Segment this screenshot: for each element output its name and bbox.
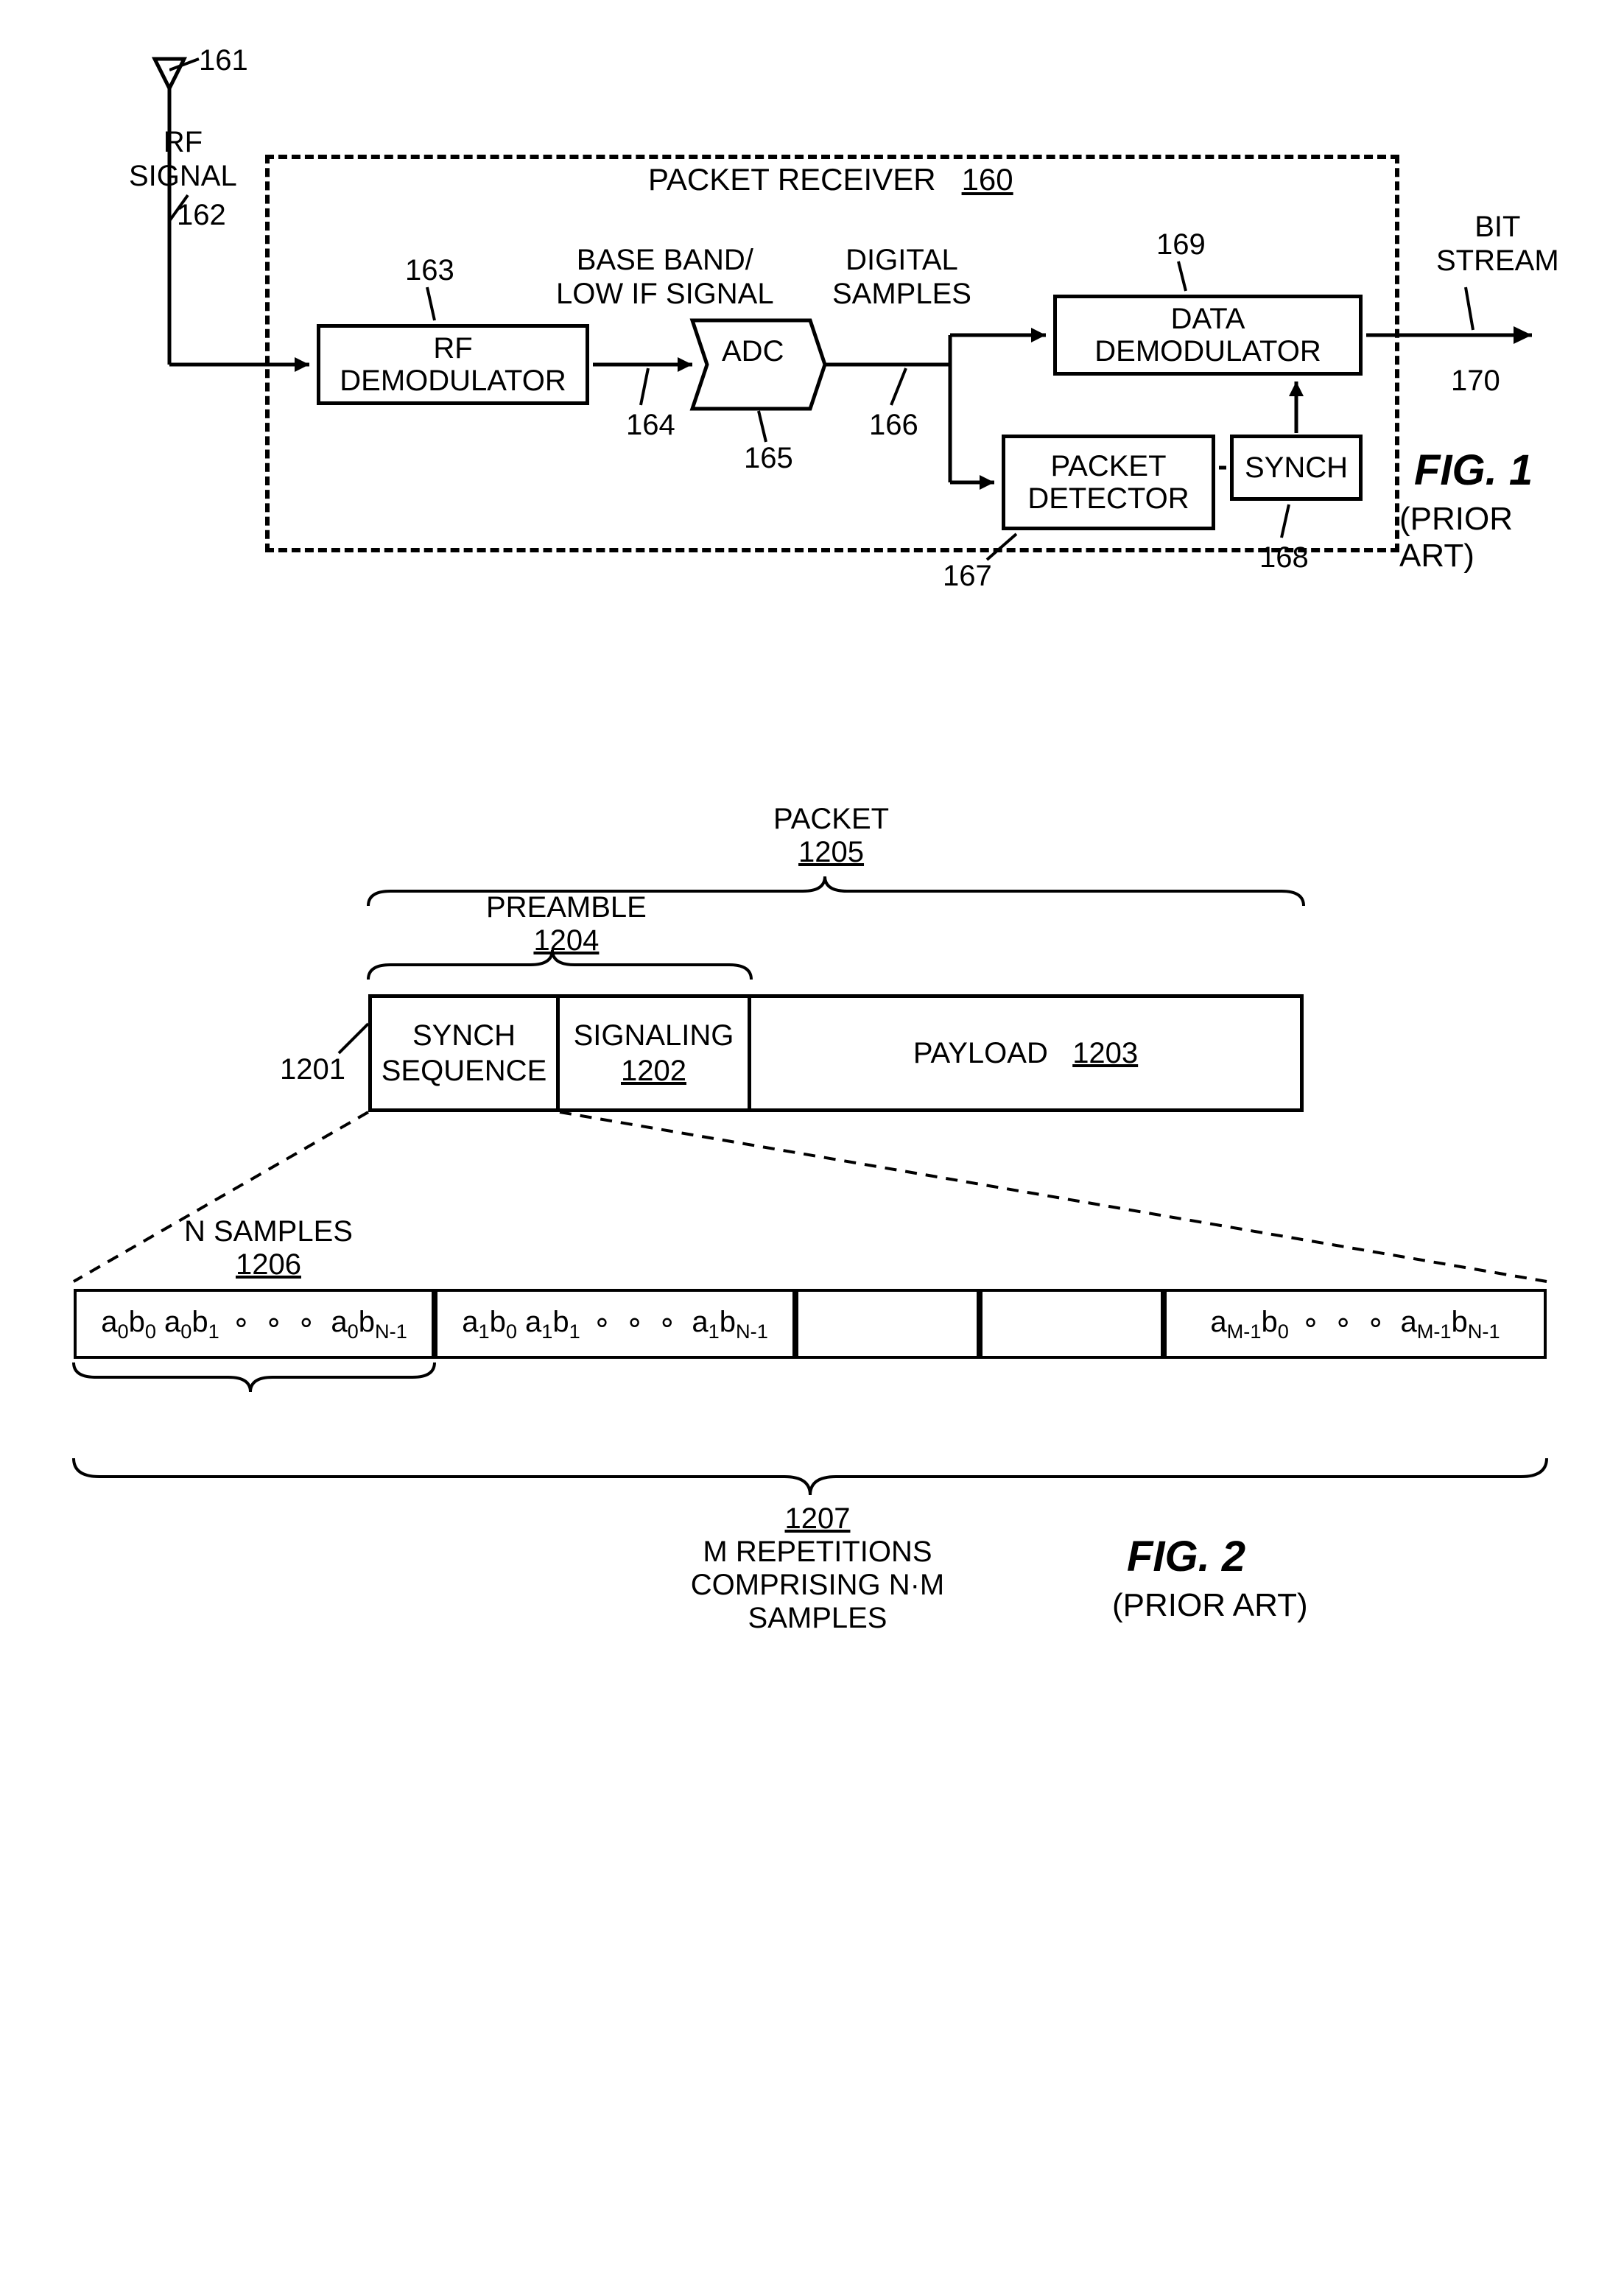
ref-164: 164 [626,409,675,442]
pd-line1: PACKET [1050,450,1166,482]
dd-text: DATA DEMODULATOR [1057,303,1359,368]
fig2-prior-art: (PRIOR ART) [1112,1587,1308,1624]
ref-170: 170 [1451,365,1500,398]
sample-cell-m1: aM-1b0 ∘ ∘ ∘ aM-1bN-1 [1164,1289,1547,1359]
rf-demod-text: RF DEMODULATOR [320,332,586,397]
bb-line2: LOW IF SIGNAL [556,278,774,310]
receiver-title: PACKET RECEIVER 160 [648,162,1013,197]
figure-1: 161 [74,29,1547,692]
synch-text: SYNCH [1245,451,1348,484]
packet-detector-block: PACKET DETECTOR [1002,435,1215,530]
fig1-prior-art: (PRIOR ART) [1399,501,1547,574]
seq-text-m1: aM-1b0 ∘ ∘ ∘ aM-1bN-1 [1210,1304,1500,1344]
bitstream-label: BIT STREAM [1436,210,1559,278]
sample-cell-blank1 [795,1289,980,1359]
n-samples-label: N SAMPLES 1206 [184,1215,353,1281]
ref-167: 167 [943,560,992,593]
payload-text: PAYLOAD [913,1037,1048,1069]
synch-sequence-cell: SYNCH SEQUENCE [368,994,560,1112]
pd-line2: DETECTOR [1027,482,1189,515]
payload-ref: 1203 [1072,1037,1138,1069]
samples-row: a0b0 a0b1 ∘ ∘ ∘ a0bN-1 a1b0 a1b1 ∘ ∘ ∘ a… [74,1289,1547,1359]
adc-label: ADC [722,335,784,368]
bit-line2: STREAM [1436,245,1559,277]
sample-cell-0: a0b0 a0b1 ∘ ∘ ∘ a0bN-1 [74,1289,435,1359]
data-demodulator-block: DATA DEMODULATOR [1053,295,1363,376]
signaling-text: SIGNALING [574,1019,734,1052]
packet-structure-row: SYNCH SEQUENCE SIGNALING 1202 PAYLOAD 12… [368,994,1304,1112]
m-rep-line2: COMPRISING N·M SAMPLES [691,1569,944,1634]
m-repetitions-label: 1207 M REPETITIONS COMPRISING N·M SAMPLE… [663,1502,972,1635]
bb-line1: BASE BAND/ [577,244,753,276]
sample-cell-1: a1b0 a1b1 ∘ ∘ ∘ a1bN-1 [435,1289,795,1359]
ref-163: 163 [405,254,454,287]
ref-166: 166 [869,409,918,442]
ref-162: 162 [177,199,226,232]
synch-block: SYNCH [1230,435,1363,501]
figure-2: PACKET 1205 PREAMBLE 1204 SYNCH SEQUENCE… [59,781,1569,1664]
digital-samples-label: DIGITAL SAMPLES [832,243,971,311]
m-rep-ref: 1207 [785,1502,851,1535]
rf-line2: SIGNAL [129,160,237,192]
ref-168: 168 [1259,541,1309,574]
synch-seq-line1: SYNCH [412,1019,516,1052]
fig1-caption: FIG. 1 [1414,446,1533,495]
signaling-ref: 1202 [621,1055,686,1087]
ref-165: 165 [744,442,793,475]
ref-1201: 1201 [280,1053,345,1086]
seq-text-1: a1b0 a1b1 ∘ ∘ ∘ a1bN-1 [462,1304,768,1344]
ref-169: 169 [1156,228,1206,261]
packet-label: PACKET [773,803,889,835]
bit-line1: BIT [1474,211,1520,243]
ds-line2: SAMPLES [832,278,971,310]
receiver-title-text: PACKET RECEIVER [648,162,936,197]
sample-cell-blank2 [980,1289,1164,1359]
n-samples-text: N SAMPLES [184,1215,353,1248]
packet-ref: 1205 [798,836,864,868]
synch-seq-line2: SEQUENCE [382,1055,547,1087]
n-samples-ref: 1206 [236,1248,301,1281]
ds-line1: DIGITAL [846,244,958,276]
baseband-label: BASE BAND/ LOW IF SIGNAL [556,243,774,311]
m-rep-line1: M REPETITIONS [703,1536,932,1568]
rf-line1: RF [164,126,203,158]
preamble-brace-label: PREAMBLE 1204 [486,891,647,957]
rf-demodulator-block: RF DEMODULATOR [317,324,589,405]
fig2-caption: FIG. 2 [1127,1532,1245,1581]
signaling-cell: SIGNALING 1202 [560,994,751,1112]
seq-text-0: a0b0 a0b1 ∘ ∘ ∘ a0bN-1 [101,1304,407,1344]
preamble-ref: 1204 [533,924,599,957]
receiver-ref: 160 [962,162,1013,197]
packet-brace-label: PACKET 1205 [773,803,889,869]
rf-signal-label: RF SIGNAL [129,125,237,193]
payload-cell: PAYLOAD 1203 [751,994,1304,1112]
preamble-label: PREAMBLE [486,891,647,924]
